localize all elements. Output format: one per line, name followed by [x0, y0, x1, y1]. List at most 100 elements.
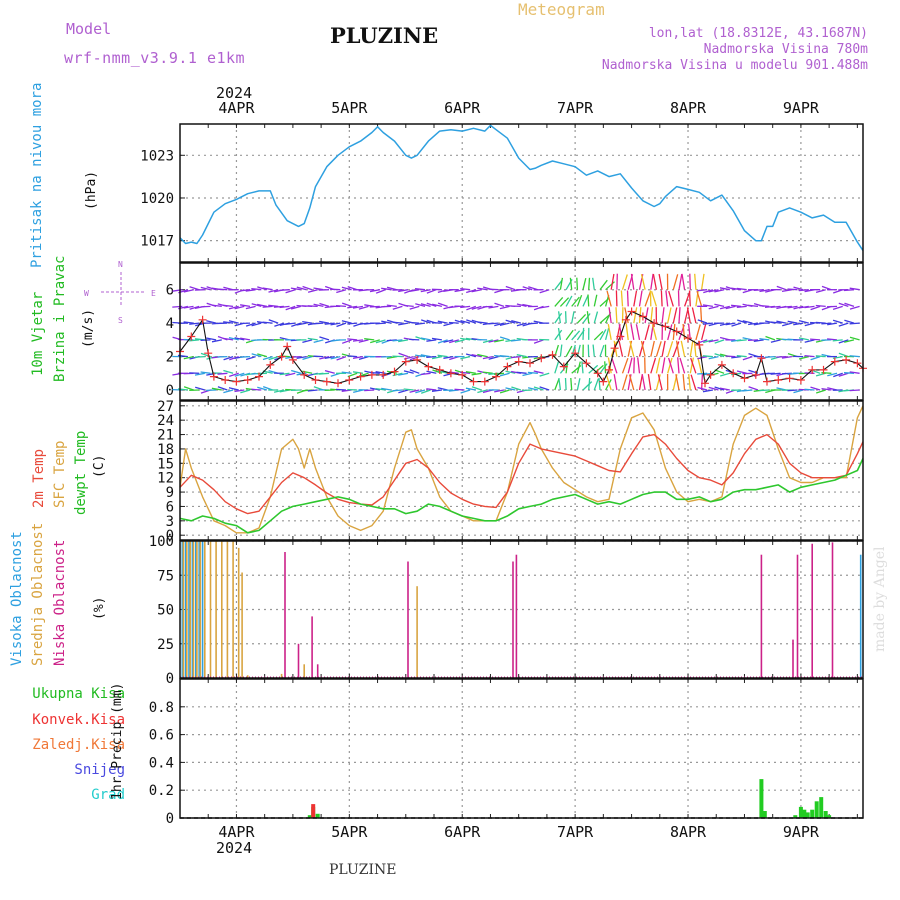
wind-arrow — [352, 339, 363, 342]
wind-arrow — [675, 340, 680, 357]
precip-y-tick-label: 0.2 — [149, 783, 174, 799]
wind-arrow — [228, 305, 239, 310]
wind-arrow — [554, 329, 563, 341]
wind-arrow — [471, 386, 482, 391]
wind-arrow — [753, 289, 764, 291]
temp-y-tick-label: 21 — [157, 428, 174, 444]
wind-arrow — [268, 304, 279, 308]
wind-arrow — [708, 355, 719, 360]
wind-arrow — [691, 307, 697, 324]
wind-arrow — [781, 372, 792, 375]
wind-arrow — [719, 322, 730, 327]
wind-arrow — [443, 355, 454, 359]
wind-arrow — [341, 371, 352, 374]
wind-arrow — [644, 291, 652, 307]
wind-arrow — [782, 322, 793, 327]
wind-arrow — [690, 374, 697, 391]
wind-arrow — [285, 305, 296, 311]
wind-arrow — [454, 289, 465, 293]
wind-arrow — [688, 290, 691, 307]
wind-arrow — [694, 273, 697, 290]
wind-arrow — [714, 339, 725, 344]
wind-arrow — [307, 289, 318, 293]
precip-unit: 1hr Precip (mm) — [110, 682, 125, 800]
cloud-panel-frame — [179, 540, 864, 679]
wind-arrow — [787, 320, 798, 324]
wind-arrow — [527, 371, 538, 374]
temp-y-tick-label: 12 — [157, 471, 174, 487]
wind-arrow — [672, 307, 678, 324]
precip-total-bar — [810, 809, 815, 818]
wind-arrow — [437, 387, 448, 391]
wind-arrow — [644, 324, 650, 341]
wind-speed-marker — [672, 327, 681, 336]
wind-arrow — [838, 372, 849, 377]
wind-arrow — [499, 322, 510, 327]
model-name: wrf-nmm_v3.9.1 e1km — [64, 49, 246, 67]
wind-speed-marker — [537, 354, 546, 363]
wind-arrow — [274, 322, 285, 327]
wind-arrow — [682, 374, 686, 391]
wind-arrow — [554, 378, 560, 391]
wind-arrow — [392, 389, 403, 392]
wind-arrow — [381, 287, 392, 291]
wind-arrow — [341, 339, 352, 344]
wind-arrow — [228, 336, 239, 341]
precip-total-bar — [805, 812, 810, 818]
wind-arrow — [239, 355, 251, 358]
temp-y-tick-label: 3 — [166, 514, 174, 530]
wind-arrow — [598, 377, 601, 391]
wind-arrow — [640, 340, 646, 357]
wind-arrow — [615, 290, 618, 307]
wind-arrow — [708, 305, 719, 310]
wind-arrow — [324, 355, 335, 359]
wind-arrow — [409, 369, 420, 374]
year-bottom: 2024 — [216, 839, 253, 857]
wind-arrow — [770, 321, 781, 324]
wind-speed-marker — [204, 349, 213, 358]
wind-arrow — [251, 353, 262, 358]
wind-arrow — [731, 355, 742, 359]
wind-arrow — [571, 344, 576, 357]
wind-speed-marker — [830, 357, 839, 366]
pressure-panel-frame — [179, 123, 864, 263]
wind-arrow — [420, 337, 431, 341]
wind-arrow — [307, 337, 318, 341]
wind-arrow — [586, 311, 590, 324]
wind-arrow — [352, 355, 364, 359]
wind-y-tick-label: 4 — [166, 316, 174, 332]
wind-arrow — [742, 389, 753, 392]
precip-y-tick-label: 0.8 — [149, 700, 174, 716]
wind-arrow — [465, 353, 476, 358]
wind-arrow — [592, 344, 595, 357]
wind-arrow — [437, 339, 448, 344]
wind-arrow — [637, 357, 641, 374]
wind-arrow — [621, 374, 628, 391]
wind-arrow — [527, 387, 539, 391]
wind-arrow — [700, 307, 703, 324]
wind-arrow — [460, 319, 471, 324]
wind-arrow — [787, 288, 798, 291]
wind-arrow — [624, 307, 629, 324]
wind-arrow — [667, 324, 673, 341]
wind-arrow — [392, 321, 403, 324]
wind-arrow — [336, 289, 347, 294]
wind-speed-marker — [599, 377, 608, 386]
cloud-y-tick-label: 25 — [157, 637, 174, 653]
wind-arrow — [849, 371, 860, 374]
wind-arrow — [655, 357, 661, 374]
wind-arrow — [672, 341, 680, 357]
wind-arrow — [324, 369, 335, 374]
wind-arrow — [689, 273, 691, 290]
wind-speed-marker — [605, 365, 613, 374]
wind-speed-marker — [621, 315, 630, 324]
wind-arrow — [505, 319, 516, 324]
wind-arrow — [251, 322, 262, 327]
wind-arrow — [647, 374, 652, 391]
x-tick-label-bottom: 5APR — [331, 823, 368, 841]
precip-total-bar — [798, 806, 803, 818]
wind-arrow — [668, 290, 674, 307]
wind-arrow — [702, 372, 713, 376]
wind-arrow — [375, 339, 386, 344]
wind-arrow — [273, 389, 285, 393]
